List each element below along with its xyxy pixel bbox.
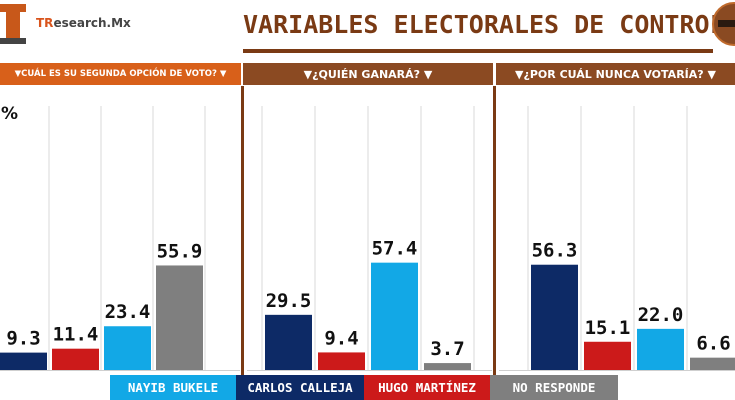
panel-divider [241,86,244,375]
legend-item-hugo-martinez: HUGO MARTÍNEZ [364,375,490,400]
page-title: VARIABLES ELECTORALES DE CONTROL [243,10,725,39]
data-label-carlos-calleja: 29.5 [266,290,312,312]
bar-no-responde [424,363,471,370]
header: TResearch.Mx VARIABLES ELECTORALES DE CO… [0,0,735,60]
bar-carlos-calleja [531,264,578,370]
bar-hugo-mart-nez [52,348,99,370]
bar-nayib-bukele [104,326,151,370]
bar-no-responde [156,265,203,370]
panel-title-who-will-win: ▼¿QUIÉN GANARÁ? ▼ [243,63,493,85]
bar-nayib-bukele [637,328,684,370]
legend-item-carlos-calleja: CARLOS CALLEJA [236,375,364,400]
chart-legend: NAYIB BUKELE CARLOS CALLEJA HUGO MARTÍNE… [110,375,618,400]
brand-logo-text: TResearch.Mx [36,16,131,30]
title-underline [243,49,713,53]
bar-carlos-calleja [265,314,312,370]
y-axis-unit-label: % [1,104,19,124]
data-label-nayib-bukele: 23.4 [105,301,151,323]
bar-nayib-bukele [371,262,418,370]
data-label-nayib-bukele: 22.0 [638,304,684,326]
panel-divider [493,86,496,375]
panel-title-never-vote: ▼¿POR CUÁL NUNCA VOTARÍA? ▼ [496,63,735,85]
logo-icon [0,4,26,44]
bar-charts: 9.3 11.4 23.4 55.9 29.5 9.4 57.4 3.7 56.3 15.1 22.… [0,86,735,375]
brand-prefix: TR [36,16,54,30]
data-label-no-responde: 6.6 [696,333,730,355]
panel-title-second-choice: ▼CUÁL ES SU SEGUNDA OPCIÓN DE VOTO? ▼ [0,63,241,85]
data-label-no-responde: 3.7 [430,338,464,360]
legend-item-nayib-bukele: NAYIB BUKELE [110,375,236,400]
data-label-hugo-mart-nez: 9.4 [324,327,358,349]
bar-hugo-mart-nez [318,352,365,370]
data-label-nayib-bukele: 57.4 [372,238,418,260]
data-label-carlos-calleja: 9.3 [6,328,40,350]
legend-item-no-responde: NO RESPONDE [490,375,618,400]
data-label-hugo-mart-nez: 11.4 [53,324,99,346]
bar-hugo-mart-nez [584,341,631,370]
data-label-carlos-calleja: 56.3 [532,240,578,262]
bar-carlos-calleja [0,352,47,370]
data-label-hugo-mart-nez: 15.1 [585,317,631,339]
bar-no-responde [690,357,735,370]
mask-icon [712,2,735,46]
data-label-no-responde: 55.9 [157,240,203,262]
brand-rest: esearch.Mx [53,16,131,30]
